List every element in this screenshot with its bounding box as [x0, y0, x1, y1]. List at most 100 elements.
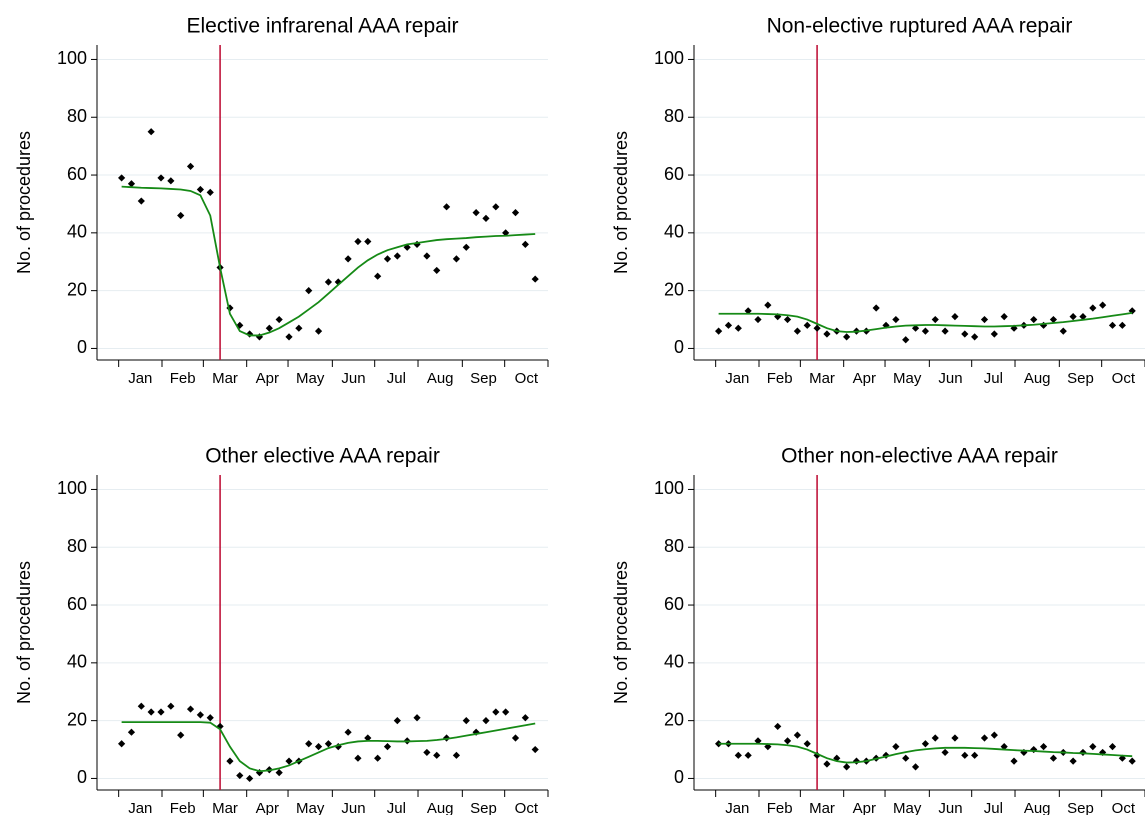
panel-title: Other non-elective AAA repair — [781, 445, 1058, 468]
data-point — [941, 327, 949, 335]
data-point — [1049, 754, 1058, 762]
data-point — [433, 266, 441, 275]
data-point — [1030, 315, 1038, 324]
data-point — [275, 315, 283, 324]
data-point — [921, 327, 930, 335]
data-point — [157, 708, 165, 716]
data-point — [344, 728, 352, 736]
x-month-label: Oct — [1112, 370, 1136, 387]
x-month-label: Feb — [767, 370, 793, 387]
data-point — [413, 714, 421, 722]
x-month-label: Aug — [1024, 800, 1051, 815]
y-tick-label: 80 — [664, 536, 684, 556]
x-month-label: May — [893, 800, 922, 815]
data-point — [374, 272, 382, 280]
data-point — [911, 324, 920, 332]
data-point — [186, 162, 195, 170]
data-point — [951, 313, 959, 321]
y-tick-label: 40 — [664, 222, 684, 242]
x-month-label: Mar — [809, 370, 835, 387]
data-point — [324, 278, 333, 286]
x-month-label: Jul — [984, 370, 1003, 387]
data-point — [127, 728, 136, 736]
y-tick-label: 100 — [57, 48, 87, 68]
data-point — [521, 240, 529, 249]
data-point — [774, 722, 782, 731]
data-point — [872, 304, 880, 312]
data-point — [754, 737, 762, 745]
data-point — [246, 330, 254, 338]
x-month-label: Sep — [470, 370, 497, 387]
y-tick-label: 20 — [664, 709, 684, 729]
y-tick-label: 0 — [674, 767, 684, 787]
data-point — [823, 330, 831, 338]
y-tick-label: 80 — [67, 536, 87, 556]
y-tick-label: 0 — [77, 767, 87, 787]
data-point — [823, 760, 831, 768]
x-month-label: Oct — [1112, 800, 1136, 815]
panel-title: Non-elective ruptured AAA repair — [767, 15, 1073, 38]
x-month-label: Jun — [938, 370, 962, 387]
data-point — [167, 702, 175, 710]
data-point — [285, 333, 293, 341]
y-axis-label: No. of procedures — [14, 131, 34, 274]
fitted-line — [718, 311, 1133, 333]
data-point — [1128, 307, 1136, 315]
data-point — [393, 252, 401, 260]
data-point — [177, 731, 185, 739]
x-month-label: Mar — [809, 800, 835, 815]
data-point — [314, 743, 323, 751]
data-point — [1039, 743, 1048, 751]
data-point — [324, 740, 333, 748]
data-point — [206, 188, 214, 196]
data-point — [275, 769, 283, 777]
data-point — [783, 315, 792, 324]
data-point — [511, 734, 520, 742]
data-point — [413, 240, 421, 249]
data-point — [285, 757, 293, 765]
data-point — [305, 287, 313, 295]
data-point — [226, 757, 234, 765]
data-point — [492, 708, 500, 716]
x-month-label: Jul — [984, 800, 1003, 815]
data-point — [137, 702, 145, 710]
data-point — [423, 252, 431, 260]
data-point — [452, 255, 461, 263]
data-point — [433, 751, 441, 759]
data-point — [1089, 743, 1097, 751]
data-point — [1108, 321, 1117, 329]
y-tick-label: 0 — [674, 337, 684, 357]
data-point — [1128, 757, 1136, 765]
y-tick-label: 40 — [664, 652, 684, 672]
data-point — [354, 237, 362, 246]
data-point — [127, 180, 136, 188]
data-point — [246, 774, 254, 783]
panel: Elective infrarenal AAA repair No. of pro… — [14, 15, 549, 387]
x-month-label: Jan — [725, 800, 749, 815]
x-month-label: May — [296, 800, 325, 815]
x-month-label: Jun — [938, 800, 962, 815]
data-point — [990, 330, 998, 338]
x-month-label: Aug — [427, 370, 454, 387]
data-point — [511, 209, 520, 217]
data-point — [531, 745, 539, 754]
x-month-label: Aug — [1024, 370, 1051, 387]
x-month-label: Apr — [256, 800, 279, 815]
data-point — [813, 751, 821, 759]
y-tick-label: 20 — [67, 709, 87, 729]
data-point — [1069, 313, 1077, 321]
data-point — [265, 324, 273, 332]
x-month-label: Jul — [387, 370, 406, 387]
data-point — [783, 737, 792, 745]
data-point — [734, 324, 742, 332]
fitted-line — [121, 185, 536, 337]
data-point — [990, 731, 998, 739]
x-month-label: Sep — [1067, 370, 1094, 387]
x-month-label: Jan — [725, 370, 749, 387]
y-tick-label: 40 — [67, 222, 87, 242]
data-point — [157, 174, 165, 182]
data-point — [196, 185, 204, 194]
data-point — [1059, 327, 1067, 335]
data-point — [843, 333, 851, 341]
